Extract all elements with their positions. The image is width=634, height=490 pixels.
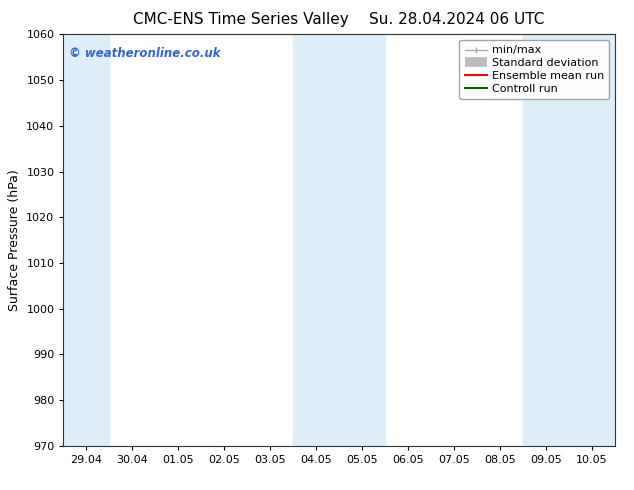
Text: © weatheronline.co.uk: © weatheronline.co.uk xyxy=(69,47,221,60)
Bar xyxy=(523,34,615,446)
Bar xyxy=(63,34,110,446)
Text: CMC-ENS Time Series Valley: CMC-ENS Time Series Valley xyxy=(133,12,349,27)
Bar xyxy=(293,34,385,446)
Y-axis label: Surface Pressure (hPa): Surface Pressure (hPa) xyxy=(8,169,21,311)
Legend: min/max, Standard deviation, Ensemble mean run, Controll run: min/max, Standard deviation, Ensemble me… xyxy=(460,40,609,99)
Text: Su. 28.04.2024 06 UTC: Su. 28.04.2024 06 UTC xyxy=(369,12,544,27)
